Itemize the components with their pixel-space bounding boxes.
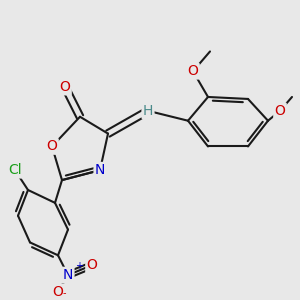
Text: O: O — [46, 140, 57, 153]
Text: O: O — [52, 285, 63, 299]
Text: +: + — [75, 261, 83, 271]
Text: O: O — [274, 104, 285, 118]
Text: O: O — [60, 80, 70, 94]
Text: N: N — [63, 268, 73, 282]
Text: Cl: Cl — [8, 163, 22, 177]
Text: N: N — [95, 163, 105, 177]
Text: H: H — [143, 104, 153, 118]
Text: O: O — [188, 64, 198, 78]
Text: O: O — [87, 258, 98, 272]
Text: -: - — [63, 288, 67, 298]
